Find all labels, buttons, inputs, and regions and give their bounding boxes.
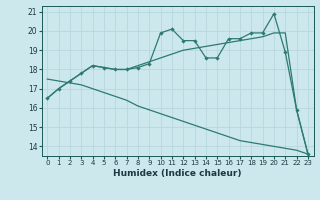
X-axis label: Humidex (Indice chaleur): Humidex (Indice chaleur) <box>113 169 242 178</box>
